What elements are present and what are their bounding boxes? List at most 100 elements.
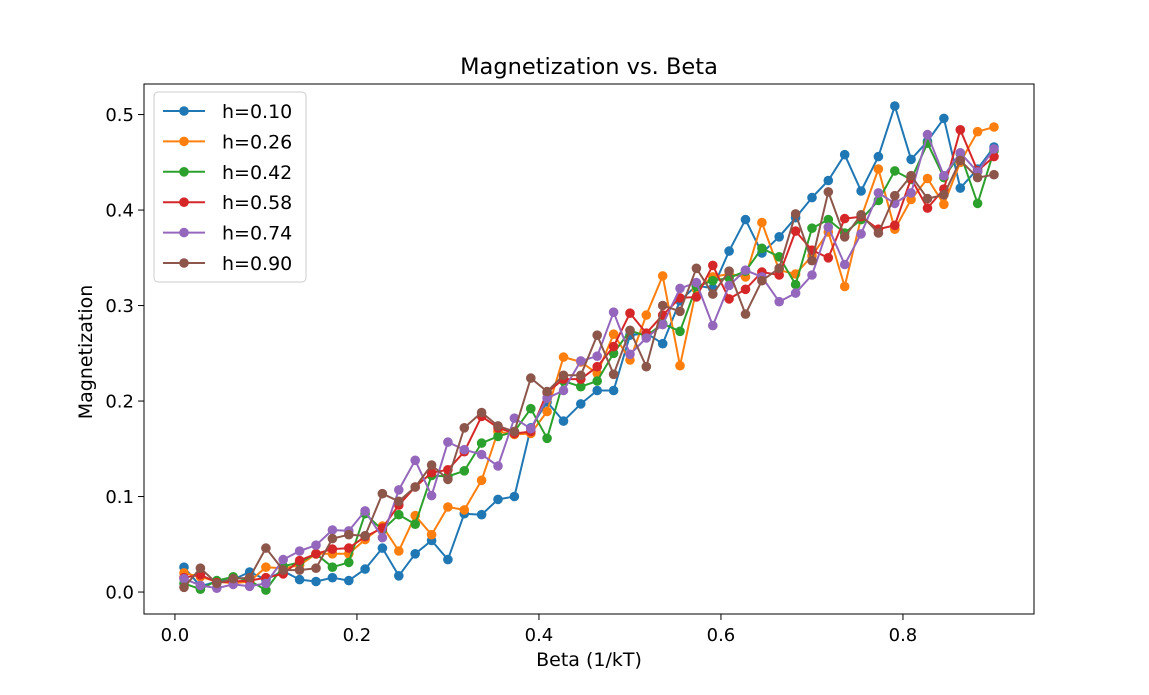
data-point: [708, 275, 718, 286]
data-point: [344, 575, 354, 586]
data-point: [195, 563, 206, 573]
data-point: [807, 192, 817, 203]
data-point: [757, 275, 767, 286]
legend-marker: [179, 258, 189, 268]
legend: h=0.10 h=0.26 h=0.42 h=0.58 h=0.74 h=0.90: [153, 91, 307, 283]
data-point: [922, 173, 933, 184]
data-point: [823, 252, 834, 263]
data-point: [360, 564, 370, 574]
data-point: [807, 255, 817, 266]
data-point: [327, 562, 338, 572]
data-point: [873, 228, 884, 238]
y-tick-label: 0.3: [105, 296, 134, 317]
data-point: [708, 260, 718, 271]
data-point: [675, 326, 685, 337]
data-point: [608, 341, 619, 352]
data-point: [774, 296, 784, 307]
data-point: [890, 190, 900, 201]
data-point: [294, 565, 305, 575]
data-point: [955, 125, 966, 135]
data-point: [839, 232, 850, 242]
data-point: [294, 574, 305, 585]
data-point: [989, 169, 999, 180]
data-point: [278, 565, 289, 575]
data-point: [443, 502, 453, 512]
data-point: [608, 329, 619, 340]
data-point: [493, 494, 503, 505]
data-point: [377, 532, 388, 543]
data-point: [675, 306, 685, 317]
data-point: [740, 284, 751, 295]
data-point: [724, 280, 734, 291]
data-point: [426, 529, 437, 540]
data-point: [989, 151, 999, 162]
data-point: [195, 580, 206, 591]
legend-marker: [179, 167, 189, 177]
data-point: [955, 183, 966, 193]
data-point: [641, 361, 652, 372]
data-point: [823, 175, 834, 186]
data-point: [377, 543, 388, 553]
y-tick-label: 0.0: [105, 583, 134, 604]
data-point: [657, 338, 668, 349]
data-point: [592, 376, 602, 386]
legend-marker: [179, 197, 189, 207]
data-point: [426, 460, 437, 470]
data-point: [807, 270, 817, 280]
data-point: [641, 333, 652, 343]
data-point: [526, 423, 536, 434]
legend-item: h=0.90: [163, 253, 292, 275]
x-tick-label: 0.8: [889, 625, 918, 646]
data-point: [443, 474, 453, 485]
data-point: [922, 193, 933, 204]
data-point: [939, 199, 949, 210]
data-point: [939, 113, 949, 124]
series-h=0.74: [179, 129, 999, 593]
data-point: [641, 310, 652, 320]
data-point: [989, 144, 999, 154]
data-point: [724, 246, 734, 256]
data-point: [394, 496, 404, 507]
data-point: [955, 155, 966, 166]
data-point: [657, 271, 668, 281]
data-point: [856, 229, 866, 239]
data-point: [261, 543, 271, 553]
legend-marker: [179, 227, 189, 238]
data-point: [443, 554, 453, 565]
data-point: [426, 467, 437, 478]
y-tick-label: 0.2: [105, 392, 134, 413]
legend-label: h=0.26: [222, 131, 292, 153]
data-point: [459, 444, 470, 455]
data-point: [922, 129, 933, 140]
data-point: [493, 421, 503, 431]
data-point: [740, 214, 751, 225]
data-point: [939, 170, 949, 181]
data-point: [839, 213, 850, 224]
legend-box: [153, 91, 307, 283]
data-point: [972, 198, 983, 209]
data-point: [459, 423, 470, 433]
data-point: [823, 187, 834, 197]
data-point: [906, 154, 916, 165]
data-point: [939, 190, 949, 200]
data-point: [410, 519, 421, 529]
data-point: [509, 491, 520, 502]
legend-item: h=0.26: [163, 131, 292, 153]
y-tick-label: 0.5: [105, 105, 134, 126]
data-point: [906, 188, 916, 198]
data-point: [410, 455, 421, 466]
data-point: [278, 554, 289, 565]
data-point: [724, 266, 734, 277]
y-tick-label: 0.1: [105, 487, 134, 508]
data-point: [344, 529, 354, 540]
data-point: [608, 307, 619, 318]
data-point: [360, 506, 370, 516]
data-point: [790, 288, 801, 298]
data-point: [526, 373, 536, 383]
data-point: [790, 226, 801, 236]
data-point: [972, 172, 983, 183]
data-point: [476, 407, 487, 418]
data-point: [426, 490, 437, 501]
data-point: [774, 263, 784, 274]
